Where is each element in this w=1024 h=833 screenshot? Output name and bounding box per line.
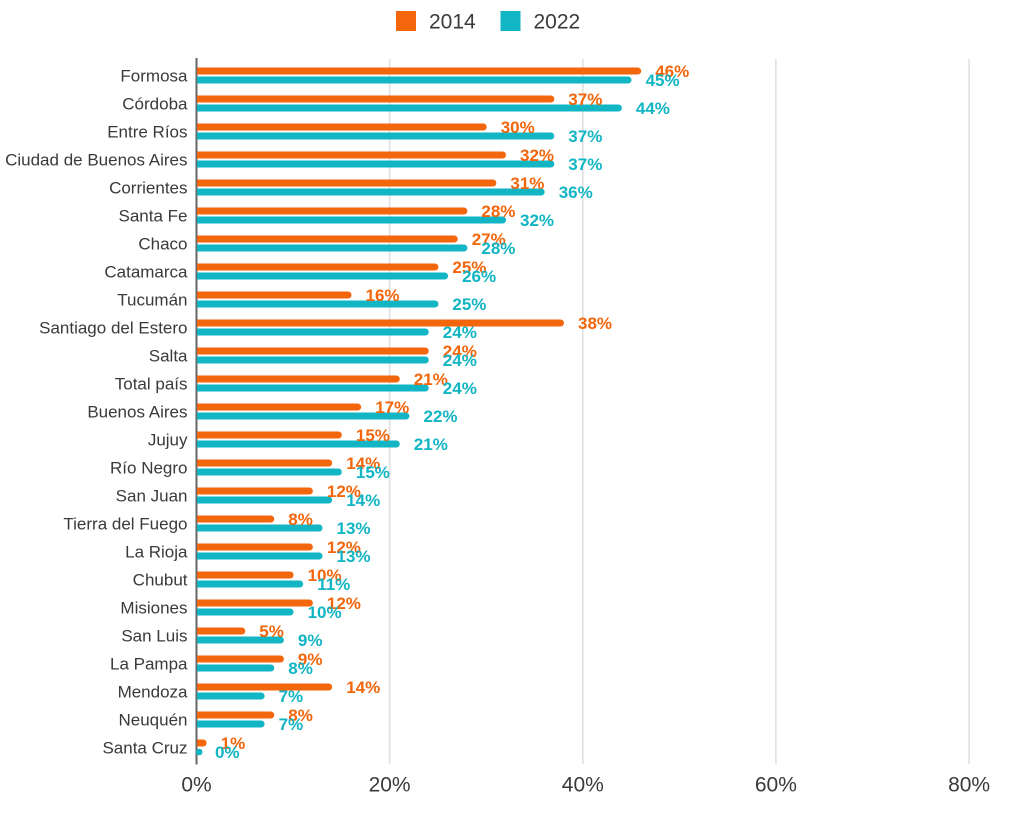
svg-text:24%: 24% <box>443 351 477 370</box>
svg-text:7%: 7% <box>279 687 304 706</box>
svg-text:Río Negro: Río Negro <box>110 459 187 478</box>
svg-text:San Luis: San Luis <box>121 627 187 646</box>
svg-text:Total país: Total país <box>115 375 188 394</box>
svg-text:Chubut: Chubut <box>133 571 188 590</box>
svg-text:Chaco: Chaco <box>138 235 187 254</box>
svg-text:1%: 1% <box>221 734 246 753</box>
svg-text:San Juan: San Juan <box>116 487 188 506</box>
svg-text:44%: 44% <box>636 99 670 118</box>
svg-text:10%: 10% <box>308 603 342 622</box>
svg-text:Santa Fe: Santa Fe <box>119 207 188 226</box>
svg-text:60%: 60% <box>755 774 797 797</box>
svg-text:Neuquén: Neuquén <box>118 711 187 730</box>
svg-text:14%: 14% <box>346 454 380 473</box>
svg-text:9%: 9% <box>298 650 323 669</box>
svg-text:37%: 37% <box>568 127 602 146</box>
svg-text:15%: 15% <box>356 463 390 482</box>
svg-text:8%: 8% <box>288 510 313 529</box>
svg-text:21%: 21% <box>414 370 448 389</box>
svg-text:12%: 12% <box>327 594 361 613</box>
svg-text:38%: 38% <box>578 314 612 333</box>
svg-text:2014: 2014 <box>429 11 476 34</box>
svg-text:27%: 27% <box>472 230 506 249</box>
svg-text:La Rioja: La Rioja <box>125 543 188 562</box>
svg-text:30%: 30% <box>501 118 535 137</box>
svg-text:Mendoza: Mendoza <box>118 683 188 702</box>
svg-text:13%: 13% <box>337 547 371 566</box>
svg-text:20%: 20% <box>369 774 411 797</box>
svg-text:37%: 37% <box>568 155 602 174</box>
svg-text:15%: 15% <box>356 426 390 445</box>
svg-text:La Pampa: La Pampa <box>110 655 188 674</box>
svg-text:14%: 14% <box>346 491 380 510</box>
svg-text:12%: 12% <box>327 482 361 501</box>
svg-text:Buenos Aires: Buenos Aires <box>87 403 187 422</box>
svg-text:Ciudad de Buenos Aires: Ciudad de Buenos Aires <box>5 151 187 170</box>
svg-text:45%: 45% <box>646 71 680 90</box>
svg-text:32%: 32% <box>520 211 554 230</box>
svg-text:25%: 25% <box>452 295 486 314</box>
svg-text:12%: 12% <box>327 538 361 557</box>
svg-text:5%: 5% <box>259 622 284 641</box>
svg-text:Tierra del Fuego: Tierra del Fuego <box>63 515 187 534</box>
svg-text:40%: 40% <box>562 774 604 797</box>
svg-text:37%: 37% <box>568 90 602 109</box>
svg-text:9%: 9% <box>298 631 323 650</box>
svg-text:28%: 28% <box>481 239 515 258</box>
svg-text:Córdoba: Córdoba <box>122 95 188 114</box>
svg-text:14%: 14% <box>346 678 380 697</box>
svg-text:36%: 36% <box>559 183 593 202</box>
svg-text:2022: 2022 <box>534 11 581 34</box>
svg-text:21%: 21% <box>414 435 448 454</box>
svg-text:Santa Cruz: Santa Cruz <box>102 739 187 758</box>
svg-text:80%: 80% <box>948 774 990 797</box>
svg-text:46%: 46% <box>655 62 689 81</box>
svg-text:24%: 24% <box>443 379 477 398</box>
svg-text:11%: 11% <box>317 575 350 594</box>
svg-text:Tucumán: Tucumán <box>117 291 187 310</box>
svg-text:24%: 24% <box>443 323 477 342</box>
svg-text:17%: 17% <box>375 398 409 417</box>
svg-text:13%: 13% <box>337 519 371 538</box>
svg-text:Jujuy: Jujuy <box>148 431 188 450</box>
svg-text:16%: 16% <box>366 286 400 305</box>
svg-text:Misiones: Misiones <box>120 599 187 618</box>
svg-text:7%: 7% <box>279 715 304 734</box>
svg-text:Catamarca: Catamarca <box>104 263 188 282</box>
svg-text:10%: 10% <box>308 566 342 585</box>
svg-text:Salta: Salta <box>149 347 188 366</box>
svg-text:26%: 26% <box>462 267 496 286</box>
svg-text:25%: 25% <box>452 258 486 277</box>
svg-text:0%: 0% <box>181 774 211 797</box>
svg-text:0%: 0% <box>215 743 240 762</box>
svg-text:8%: 8% <box>288 659 313 678</box>
svg-text:32%: 32% <box>520 146 554 165</box>
svg-text:Santiago del Estero: Santiago del Estero <box>39 319 187 338</box>
svg-text:Formosa: Formosa <box>120 67 188 86</box>
svg-text:8%: 8% <box>288 706 313 725</box>
svg-text:24%: 24% <box>443 342 477 361</box>
svg-text:28%: 28% <box>481 202 515 221</box>
svg-text:Corrientes: Corrientes <box>109 179 187 198</box>
svg-text:22%: 22% <box>424 407 458 426</box>
svg-text:31%: 31% <box>510 174 544 193</box>
svg-text:Entre Ríos: Entre Ríos <box>107 123 187 142</box>
